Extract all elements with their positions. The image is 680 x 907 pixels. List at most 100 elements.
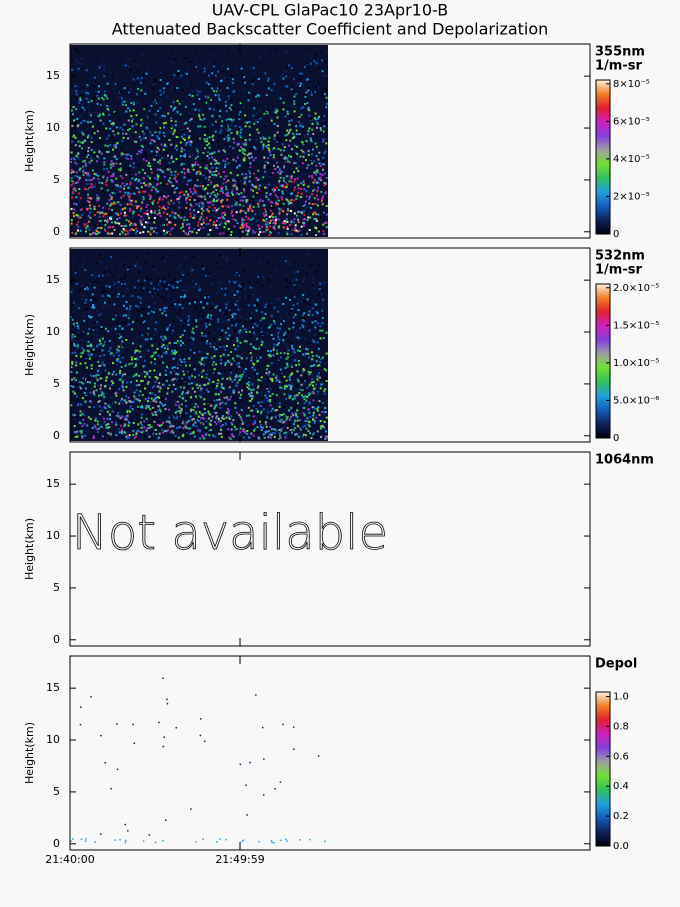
pixel	[288, 378, 291, 381]
pixel	[243, 157, 246, 160]
pixel	[320, 382, 323, 385]
pixel	[221, 120, 224, 123]
pixel	[304, 103, 306, 105]
pixel	[295, 167, 298, 170]
pixel	[94, 81, 97, 84]
pixel	[202, 306, 205, 309]
pixel	[272, 199, 275, 202]
pixel	[118, 431, 121, 434]
pixel	[284, 134, 287, 137]
pixel	[72, 390, 75, 393]
pixel	[132, 162, 135, 165]
pixel	[308, 220, 311, 223]
pixel	[291, 347, 294, 350]
pixel	[286, 133, 289, 136]
pixel	[240, 409, 243, 411]
pixel	[188, 227, 190, 230]
pixel	[196, 157, 199, 160]
pixel	[153, 334, 156, 337]
pixel	[140, 76, 143, 79]
pixel	[171, 124, 174, 127]
pixel	[206, 155, 209, 157]
pixel	[72, 117, 74, 120]
pixel	[131, 295, 134, 297]
pixel	[119, 370, 122, 372]
pixel	[209, 125, 212, 128]
pixel	[176, 229, 179, 232]
pixel	[234, 324, 237, 327]
pixel	[113, 87, 116, 90]
pixel	[267, 87, 270, 90]
pixel	[124, 399, 127, 402]
pixel	[207, 217, 210, 219]
pixel	[235, 323, 238, 326]
pixel	[188, 140, 191, 143]
pixel	[167, 206, 170, 209]
pixel	[315, 164, 318, 167]
pixel	[179, 335, 182, 338]
pixel	[248, 125, 251, 128]
pixel	[247, 229, 250, 232]
pixel	[278, 422, 281, 425]
pixel	[109, 163, 112, 166]
pixel	[205, 216, 208, 219]
pixel	[189, 196, 192, 199]
pixel	[132, 226, 135, 229]
pixel	[137, 187, 140, 190]
pixel	[277, 342, 280, 344]
pixel	[257, 115, 260, 118]
pixel	[258, 227, 261, 230]
pixel	[175, 187, 178, 189]
pixel	[183, 162, 186, 165]
pixel	[194, 403, 197, 406]
pixel	[155, 232, 158, 234]
pixel	[218, 224, 221, 226]
pixel	[321, 200, 323, 203]
pixel	[162, 114, 165, 117]
pixel	[271, 206, 274, 209]
pixel	[301, 72, 304, 75]
pixel	[200, 216, 203, 219]
pixel	[245, 340, 248, 343]
pixel	[282, 77, 285, 80]
pixel	[255, 138, 258, 141]
pixel	[242, 204, 245, 207]
pixel	[119, 417, 122, 420]
pixel	[243, 198, 246, 201]
pixel	[173, 215, 176, 218]
pixel	[124, 322, 127, 324]
pixel	[259, 381, 262, 384]
pixel	[233, 281, 236, 284]
pixel	[143, 212, 146, 215]
pixel	[216, 220, 218, 222]
pixel	[272, 153, 275, 156]
pixel	[273, 187, 276, 190]
pixel	[179, 191, 182, 194]
pixel	[89, 114, 92, 117]
pixel	[173, 174, 176, 177]
pixel	[136, 70, 139, 73]
pixel	[150, 211, 153, 214]
pixel	[205, 325, 208, 328]
pixel	[277, 233, 280, 236]
pixel	[132, 103, 135, 106]
pixel	[140, 373, 143, 376]
pixel	[113, 144, 116, 147]
pixel	[129, 69, 132, 72]
pixel	[102, 305, 105, 308]
pixel	[192, 423, 195, 426]
pixel	[315, 347, 318, 350]
pixel	[230, 82, 233, 85]
pixel	[198, 430, 201, 433]
pixel	[81, 288, 84, 290]
pixel	[200, 195, 203, 198]
pixel	[286, 426, 289, 429]
pixel	[282, 179, 285, 182]
pixel	[92, 407, 95, 410]
pixel	[264, 105, 267, 108]
pixel	[316, 393, 319, 396]
pixel	[290, 415, 293, 418]
pixel	[129, 223, 131, 226]
pixel	[271, 204, 274, 207]
pixel	[316, 378, 319, 381]
